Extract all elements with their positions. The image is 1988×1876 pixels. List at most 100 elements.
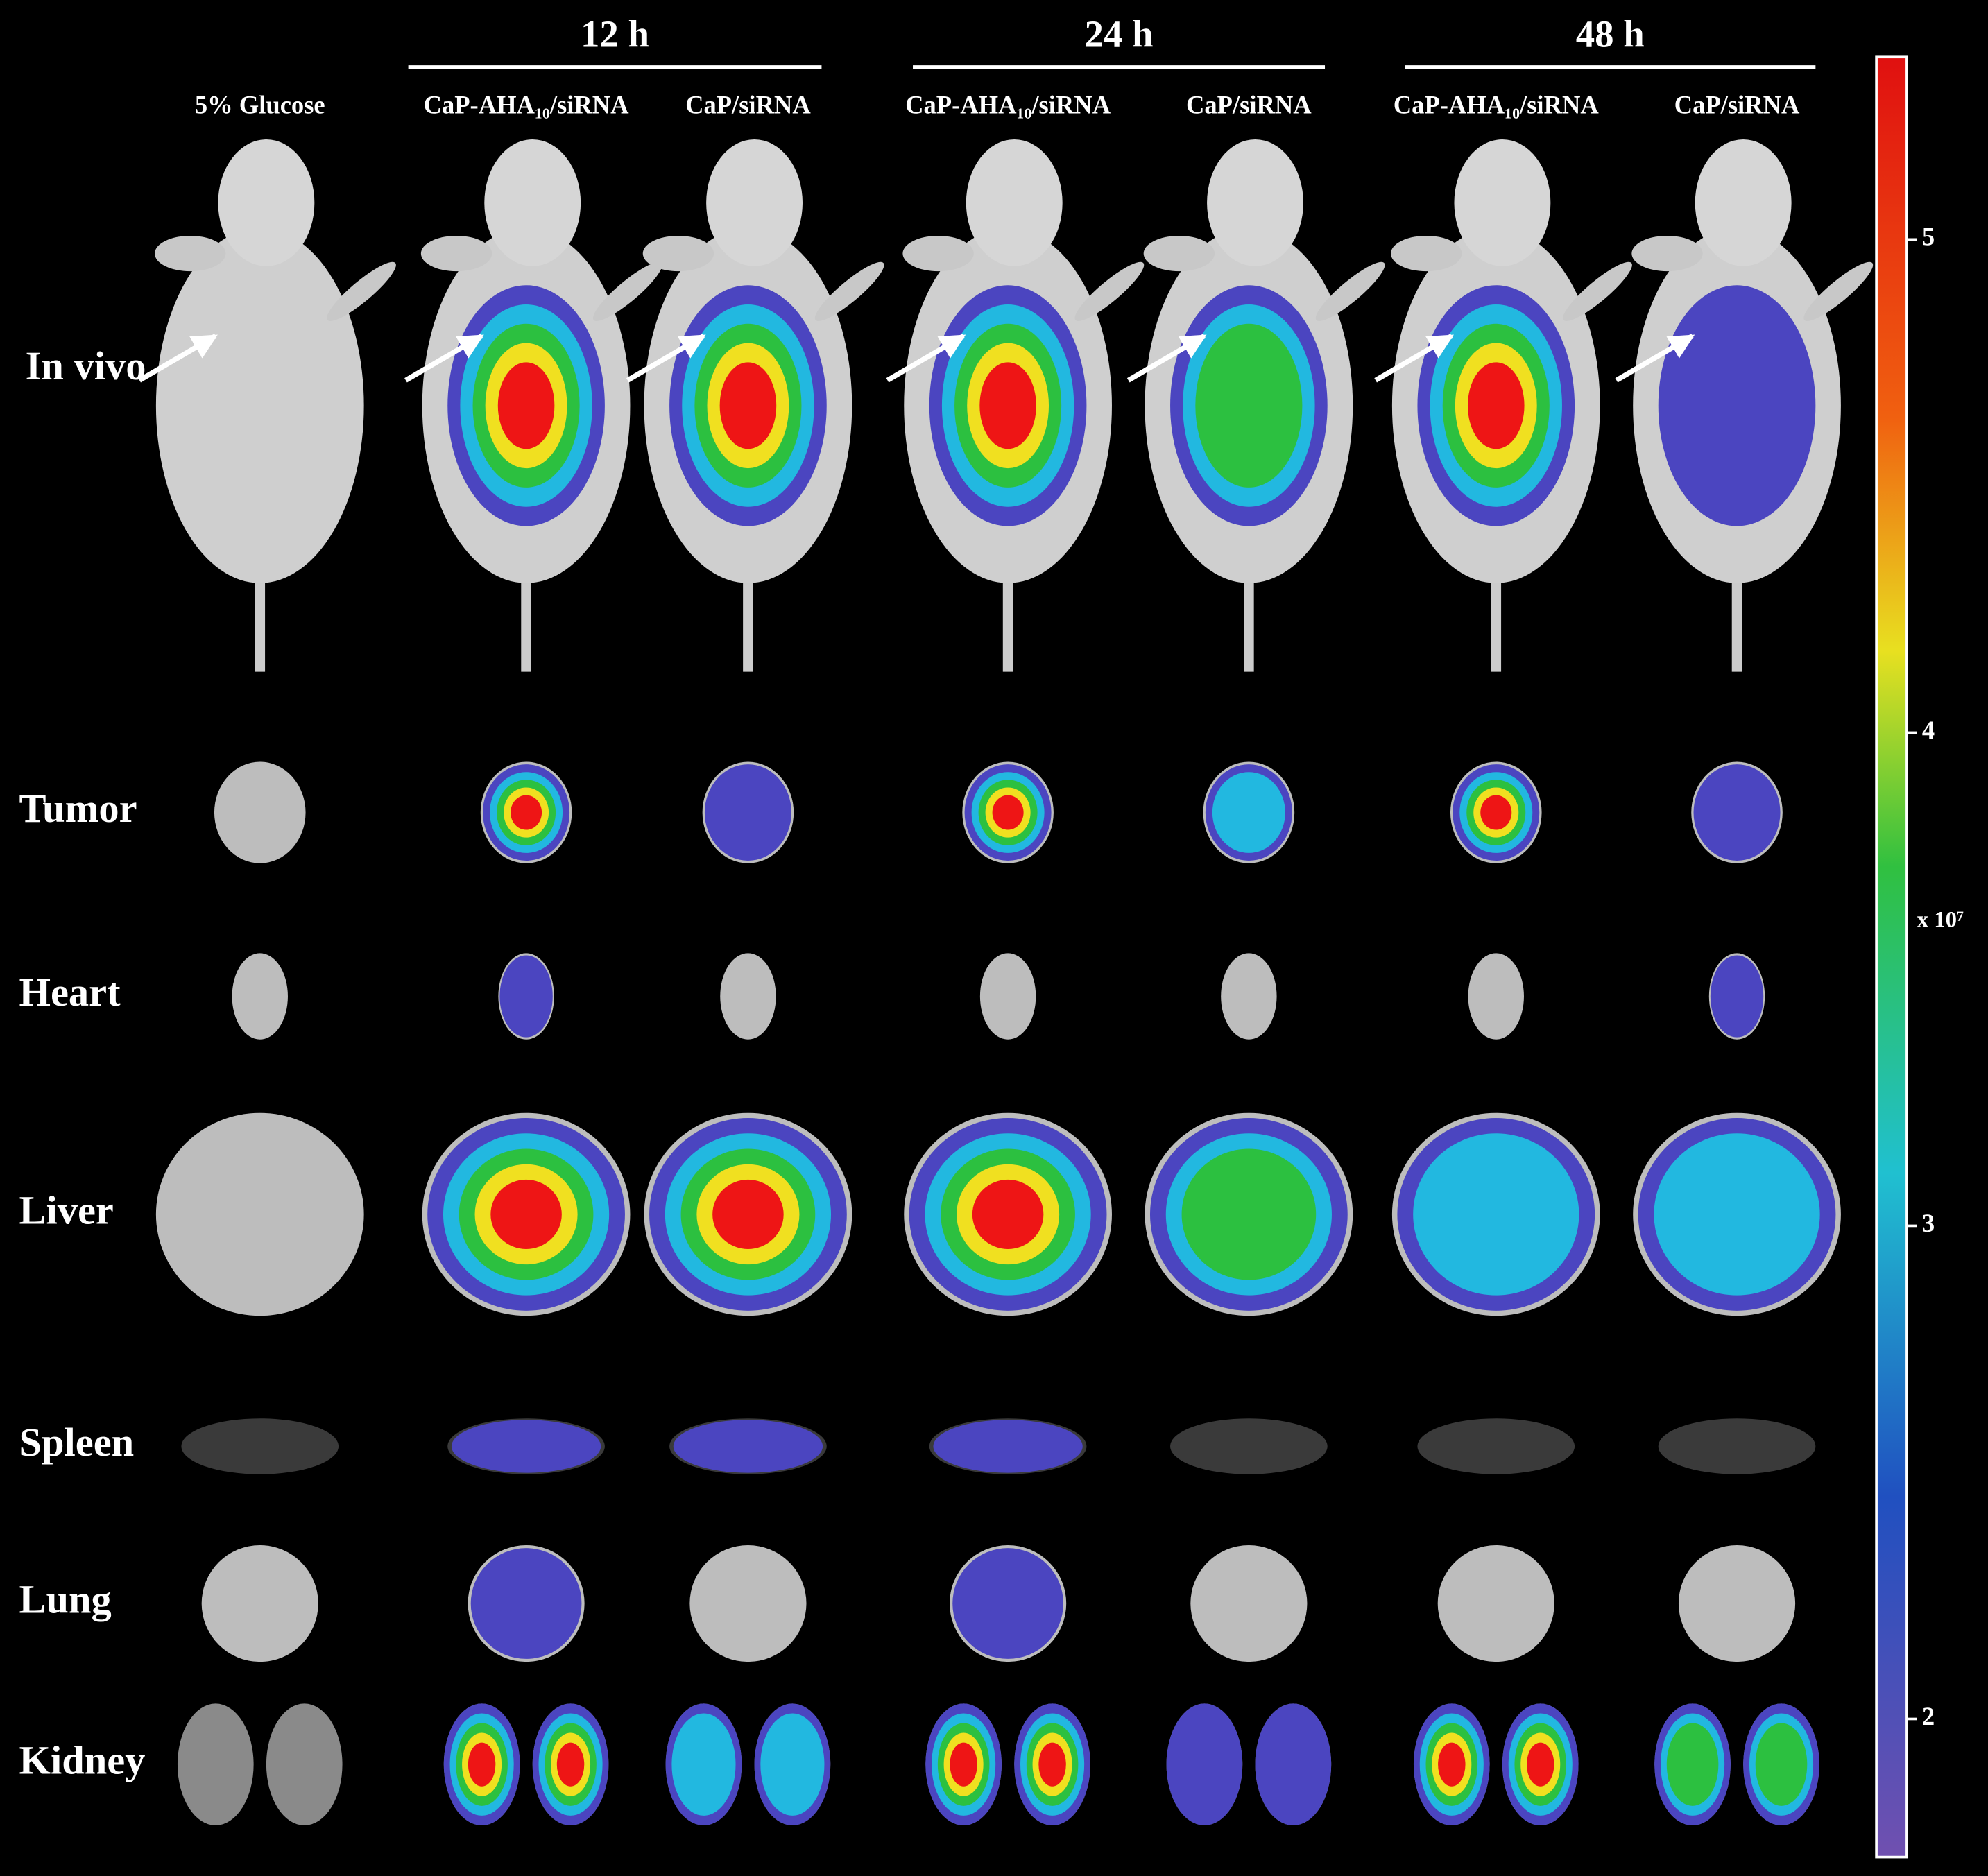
mouse-head	[1695, 139, 1792, 266]
colorbar-tick-label: 4	[1922, 716, 1935, 744]
column-label: CaP-AHA₁₀/siRNA	[1394, 91, 1600, 119]
signal	[671, 1713, 736, 1816]
mouse-head	[966, 139, 1063, 266]
organ	[177, 1703, 254, 1825]
mouse-ear	[155, 235, 226, 272]
organ	[181, 1418, 339, 1474]
mouse-head	[706, 139, 803, 266]
signal	[992, 795, 1024, 830]
signal	[1255, 1703, 1332, 1825]
organ	[689, 1544, 807, 1662]
mouse-head	[218, 139, 315, 266]
signal	[1166, 1703, 1243, 1825]
mouse-body	[155, 227, 364, 583]
row-label: Spleen	[19, 1420, 134, 1465]
colorbar-multiplier: x 10⁷	[1917, 907, 1964, 932]
column-label: 5% Glucose	[195, 91, 325, 119]
organ	[1190, 1544, 1308, 1662]
signal	[1413, 1133, 1579, 1296]
signal	[511, 795, 542, 830]
signal	[451, 1420, 601, 1473]
signal	[760, 1713, 825, 1816]
signal	[1438, 1742, 1466, 1787]
organ	[720, 953, 776, 1040]
mouse-head	[1454, 139, 1551, 266]
column-label: CaP/siRNA	[1674, 91, 1800, 119]
organ	[1170, 1418, 1328, 1474]
signal	[556, 1742, 585, 1787]
mouse-head	[1207, 139, 1303, 266]
mouse-leg	[814, 261, 884, 321]
timepoint-label: 48 h	[1576, 12, 1645, 55]
row-label: Lung	[19, 1576, 111, 1621]
signal	[673, 1420, 823, 1473]
column-label: CaP/siRNA	[685, 91, 811, 119]
signal	[1212, 772, 1285, 853]
signal	[1480, 795, 1512, 830]
mouse-leg	[327, 261, 396, 321]
mouse-ear	[1143, 235, 1215, 272]
mouse-leg	[1803, 261, 1874, 321]
mouse-leg	[592, 261, 662, 321]
arrow	[1126, 334, 1207, 383]
arrow	[1615, 334, 1695, 383]
signal	[719, 362, 777, 449]
arrow	[404, 334, 484, 383]
colorbar-tick-label: 3	[1922, 1209, 1935, 1237]
mouse-ear	[642, 235, 714, 272]
signal	[1467, 362, 1525, 449]
signal	[1181, 1148, 1317, 1280]
mouse-ear	[1631, 235, 1703, 272]
signal	[972, 1179, 1044, 1249]
signal	[497, 362, 555, 449]
organ	[201, 1544, 318, 1662]
signal	[1654, 1133, 1820, 1296]
organ	[232, 953, 288, 1040]
organ	[1658, 1418, 1816, 1474]
mouse-ear	[1391, 235, 1462, 272]
signal	[952, 1548, 1063, 1659]
signal	[1658, 285, 1816, 526]
signal	[950, 1742, 977, 1787]
signal	[499, 955, 553, 1038]
arrow	[138, 334, 218, 383]
colorbar-tick-label: 2	[1922, 1702, 1935, 1730]
row-label: In vivo	[26, 343, 146, 388]
organ	[1678, 1544, 1796, 1662]
organ	[1417, 1418, 1575, 1474]
organ	[1437, 1544, 1554, 1662]
mouse-head	[484, 139, 581, 266]
column-label: CaP/siRNA	[1186, 91, 1312, 119]
signal	[1666, 1723, 1719, 1806]
arrow	[886, 334, 966, 383]
mouse-ear	[902, 235, 974, 272]
organ	[155, 1112, 364, 1316]
signal	[1755, 1723, 1808, 1806]
signal	[1195, 323, 1303, 488]
organ	[1221, 953, 1277, 1040]
signal	[979, 362, 1036, 449]
mouse-ear	[420, 235, 492, 272]
timepoint-label: 12 h	[581, 12, 649, 55]
mouse-leg	[1563, 261, 1632, 321]
arrow	[1374, 334, 1454, 383]
row-label: Heart	[19, 970, 121, 1015]
column-label: CaP-AHA₁₀/siRNA	[905, 91, 1111, 119]
colorbar-tick-label: 5	[1922, 223, 1935, 251]
signal	[1527, 1742, 1554, 1787]
row-label: Tumor	[19, 786, 137, 831]
organ	[979, 953, 1036, 1040]
colorbar	[1875, 55, 1908, 1859]
signal	[468, 1742, 496, 1787]
organ	[266, 1703, 343, 1825]
column-label: CaP-AHA₁₀/siRNA	[424, 91, 630, 119]
signal	[712, 1179, 784, 1249]
row-label: Liver	[19, 1187, 113, 1232]
arrow	[626, 334, 706, 383]
signal	[1710, 955, 1764, 1038]
mouse-leg	[1074, 261, 1145, 321]
signal	[1038, 1742, 1066, 1787]
mouse-leg	[1315, 261, 1385, 321]
organ	[1468, 953, 1524, 1040]
